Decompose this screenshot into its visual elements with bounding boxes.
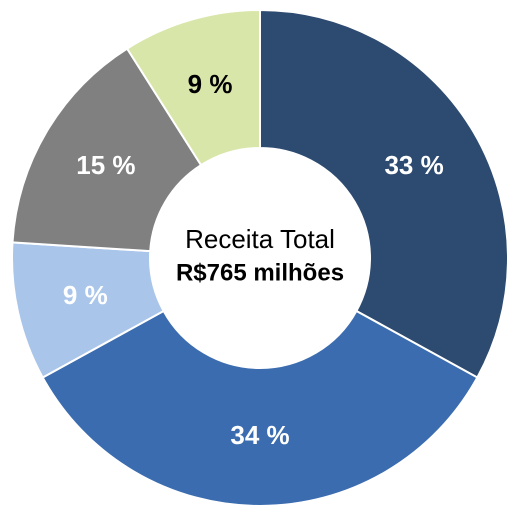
segment-label: 34 %	[230, 420, 289, 450]
segment-label: 9 %	[63, 280, 108, 310]
segment-label: 9 %	[188, 69, 233, 99]
donut-segment	[11, 47, 203, 253]
center-total: R$765 milhões	[176, 259, 344, 286]
segment-label: 15 %	[76, 150, 135, 180]
donut-segment	[259, 8, 508, 379]
segment-label: 33 %	[384, 150, 443, 180]
center-title: Receita Total	[185, 224, 335, 254]
donut-segment	[41, 309, 479, 507]
donut-segment	[125, 8, 261, 167]
